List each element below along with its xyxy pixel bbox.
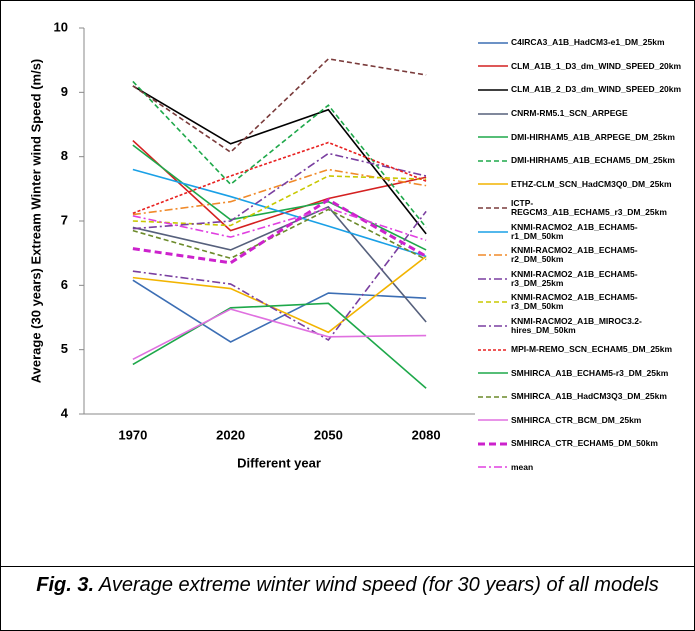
- legend-swatch: [478, 159, 508, 162]
- series-line: [132, 141, 427, 215]
- legend-entry: KNMI-RACMO2_A1B_MIROC3.2-hires_DM_50km: [475, 314, 687, 338]
- legend-entry: KNMI-RACMO2_A1B_ECHAM5-r3_DM_25km: [475, 267, 687, 291]
- legend-entry: C4IRCA3_A1B_HadCM3-e1_DM_25km: [475, 31, 687, 55]
- y-tick-label: 6: [61, 277, 68, 292]
- legend-entry: SMHIRCA_A1B_HadCM3Q3_DM_25km: [475, 385, 687, 409]
- legend-label: CNRM-RM5.1_SCN_ARPEGE: [511, 108, 628, 119]
- legend-entry: KNMI-RACMO2_A1B_ECHAM5-r2_DM_50km: [475, 243, 687, 267]
- legend-label: CLM_A1B_1_D3_dm_WIND_SPEED_20km: [511, 60, 682, 71]
- caption-text: Average extreme winter wind speed (for 3…: [98, 574, 659, 596]
- legend-entry: CLM_A1B_2_D3_dm_WIND_SPEED_20km: [475, 78, 687, 102]
- legend-label: C4IRCA3_A1B_HadCM3-e1_DM_25km: [511, 37, 665, 48]
- x-axis-label: Different year: [237, 455, 321, 470]
- legend-label: KNMI-RACMO2_A1B_ECHAM5-r3_DM_25km: [511, 268, 638, 288]
- legend-label: KNMI-RACMO2_A1B_ECHAM5-r2_DM_50km: [511, 245, 638, 265]
- y-tick-label: 10: [54, 19, 68, 34]
- legend-swatch: [478, 183, 508, 186]
- legend-entry: ETHZ-CLM_SCN_HadCM3Q0_DM_25km: [475, 173, 687, 197]
- series-line: [132, 210, 427, 342]
- legend-swatch: [478, 89, 508, 91]
- legend-swatch: [478, 442, 508, 446]
- legend-entry: MPI-M-REMO_SCN_ECHAM5_DM_25km: [475, 338, 687, 362]
- legend-swatch: [478, 277, 508, 280]
- x-tick-label: 2050: [314, 427, 343, 442]
- series-line: [132, 205, 427, 323]
- legend-swatch: [478, 136, 508, 138]
- legend-swatch: [478, 419, 508, 422]
- series-line: [132, 255, 427, 334]
- legend-swatch: [478, 254, 508, 256]
- legend: C4IRCA3_A1B_HadCM3-e1_DM_25km CLM_A1B_1_D…: [475, 31, 687, 479]
- legend-swatch: [478, 65, 508, 68]
- legend-swatch: [478, 348, 508, 351]
- y-tick-label: 5: [61, 341, 68, 356]
- x-tick-label: 2020: [216, 427, 245, 442]
- legend-entry: SMHIRCA_CTR_ECHAM5_DM_50km: [475, 432, 687, 456]
- legend-swatch: [478, 207, 508, 209]
- legend-label: KNMI-RACMO2_A1B_ECHAM5-r3_DM_50km: [511, 292, 638, 312]
- series-line: [132, 279, 427, 343]
- legend-swatch: [478, 372, 508, 374]
- caption-label: Fig. 3.: [36, 574, 95, 596]
- legend-entry: DMI-HIRHAM5_A1B_ECHAM5_DM_25km: [475, 149, 687, 173]
- series-line: [132, 302, 427, 389]
- legend-swatch: [478, 395, 508, 398]
- chart: Average (30 years) Extream Winter wind S…: [28, 19, 475, 470]
- legend-swatch: [478, 325, 508, 327]
- caption: Fig. 3. Average extreme winter wind spee…: [1, 566, 694, 630]
- legend-label: ICTP-REGCM3_A1B_ECHAM5_r3_DM_25km: [511, 197, 667, 217]
- legend-swatch: [478, 41, 508, 44]
- legend-entry: KNMI-RACMO2_A1B_ECHAM5-r1_DM_50km: [475, 220, 687, 244]
- series-line: [132, 208, 427, 261]
- legend-entry: CNRM-RM5.1_SCN_ARPEGE: [475, 102, 687, 126]
- y-axis-label: Average (30 years) Extream Winter wind S…: [28, 59, 43, 384]
- x-tick-label: 1970: [118, 427, 147, 442]
- legend-entry: KNMI-RACMO2_A1B_ECHAM5-r3_DM_50km: [475, 291, 687, 315]
- series-line: [132, 198, 427, 265]
- legend-label: SMHIRCA_CTR_ECHAM5_DM_50km: [511, 438, 658, 449]
- legend-label: SMHIRCA_CTR_BCM_DM_25km: [511, 414, 642, 425]
- legend-label: CLM_A1B_2_D3_dm_WIND_SPEED_20km: [511, 84, 682, 95]
- legend-entry: mean: [475, 456, 687, 480]
- legend-label: DMI-HIRHAM5_A1B_ECHAM5_DM_25km: [511, 155, 675, 166]
- legend-label: mean: [511, 461, 534, 472]
- legend-entry: DMI-HIRHAM5_A1B_ARPEGE_DM_25km: [475, 125, 687, 149]
- legend-label: KNMI-RACMO2_A1B_MIROC3.2-hires_DM_50km: [511, 315, 642, 335]
- series-line: [132, 58, 427, 154]
- legend-swatch: [478, 112, 508, 115]
- legend-entry: SMHIRCA_A1B_ECHAM5-r3_DM_25km: [475, 361, 687, 385]
- y-tick-label: 7: [61, 212, 68, 227]
- legend-label: DMI-HIRHAM5_A1B_ARPEGE_DM_25km: [511, 131, 675, 142]
- legend-entry: CLM_A1B_1_D3_dm_WIND_SPEED_20km: [475, 55, 687, 79]
- series-line: [132, 168, 427, 258]
- y-tick-label: 4: [61, 405, 69, 420]
- series-line: [132, 168, 427, 216]
- legend-label: ETHZ-CLM_SCN_HadCM3Q0_DM_25km: [511, 178, 672, 189]
- series-line: [132, 152, 427, 230]
- legend-swatch: [478, 466, 508, 469]
- y-tick-label: 8: [61, 148, 68, 163]
- legend-label: SMHIRCA_A1B_ECHAM5-r3_DM_25km: [511, 367, 669, 378]
- x-tick-label: 2080: [412, 427, 441, 442]
- series-line: [132, 207, 427, 242]
- series-line: [132, 80, 427, 228]
- legend-entry: ICTP-REGCM3_A1B_ECHAM5_r3_DM_25km: [475, 196, 687, 220]
- series-line: [132, 175, 427, 227]
- series-line: [132, 308, 427, 361]
- legend-label: SMHIRCA_A1B_HadCM3Q3_DM_25km: [511, 391, 667, 402]
- series-line: [132, 85, 427, 235]
- legend-label: MPI-M-REMO_SCN_ECHAM5_DM_25km: [511, 344, 673, 355]
- legend-swatch: [478, 230, 508, 233]
- y-tick-label: 9: [61, 84, 68, 99]
- legend-label: KNMI-RACMO2_A1B_ECHAM5-r1_DM_50km: [511, 221, 638, 241]
- legend-swatch: [478, 301, 508, 304]
- legend-entry: SMHIRCA_CTR_BCM_DM_25km: [475, 409, 687, 433]
- series-line: [132, 139, 427, 232]
